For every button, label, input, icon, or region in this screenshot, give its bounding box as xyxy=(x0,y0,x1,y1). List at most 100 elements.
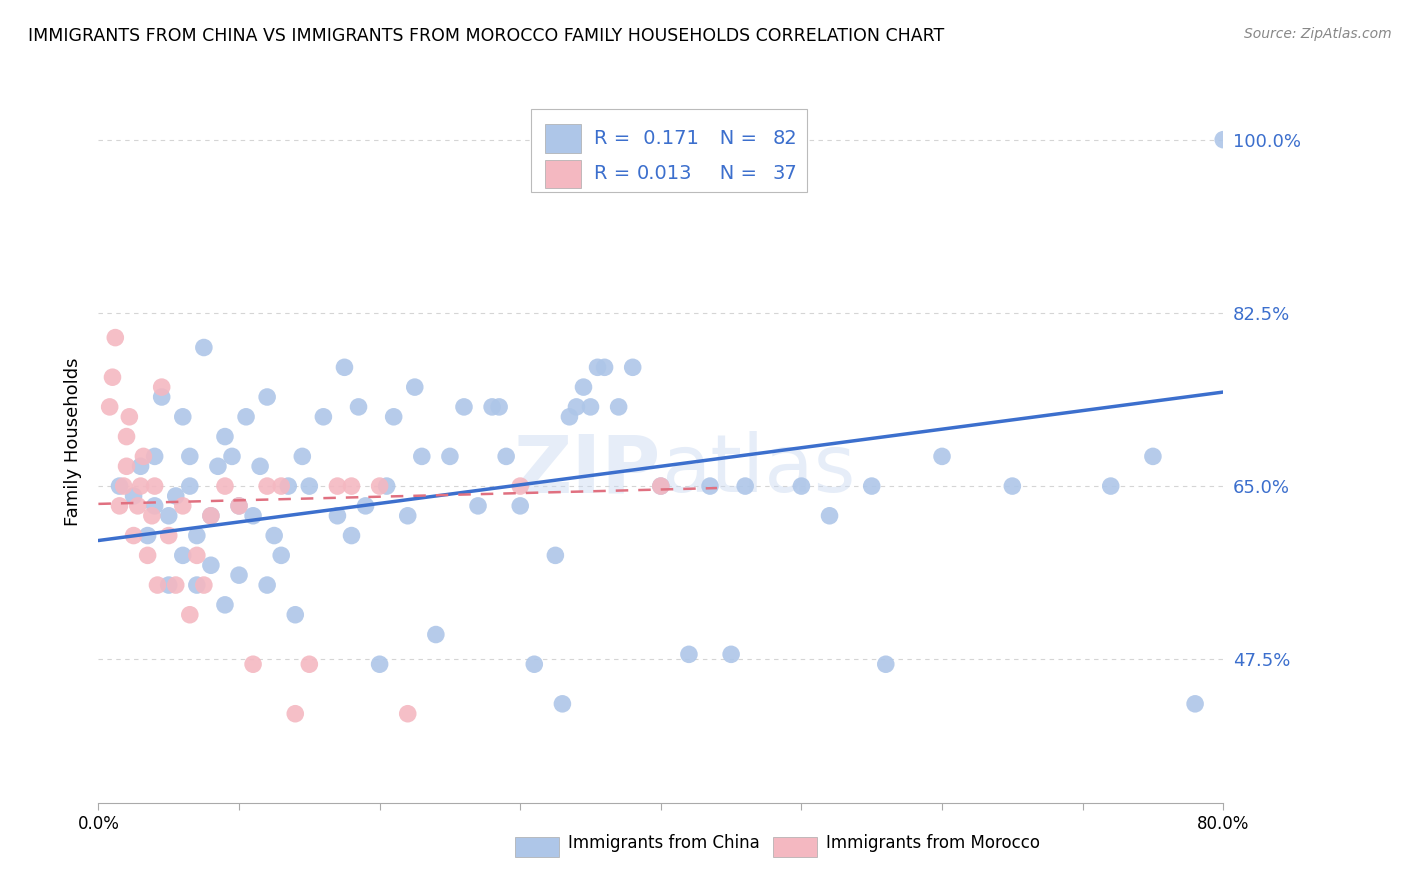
Point xyxy=(249,459,271,474)
Point xyxy=(333,360,356,375)
Point xyxy=(453,400,475,414)
Text: Source: ZipAtlas.com: Source: ZipAtlas.com xyxy=(1244,27,1392,41)
Point xyxy=(146,578,169,592)
Point xyxy=(425,627,447,641)
Point xyxy=(150,380,173,394)
Point xyxy=(404,380,426,394)
Point xyxy=(1212,133,1234,147)
Point xyxy=(242,508,264,523)
Point xyxy=(565,400,588,414)
Point xyxy=(650,479,672,493)
Point xyxy=(200,508,222,523)
Point xyxy=(172,549,194,563)
Text: R =: R = xyxy=(595,128,637,148)
Point xyxy=(228,568,250,582)
Point xyxy=(179,450,201,464)
Point xyxy=(509,499,531,513)
Point xyxy=(340,479,363,493)
Point xyxy=(650,479,672,493)
Point xyxy=(291,450,314,464)
Point xyxy=(157,578,180,592)
Point xyxy=(165,489,187,503)
Point xyxy=(242,657,264,672)
Text: ZIP: ZIP xyxy=(513,432,661,509)
Point xyxy=(157,528,180,542)
Point xyxy=(284,706,307,721)
Point xyxy=(104,330,127,344)
Bar xyxy=(773,837,817,857)
Y-axis label: Family Households: Family Households xyxy=(63,358,82,525)
Point xyxy=(122,528,145,542)
Point xyxy=(1001,479,1024,493)
Point xyxy=(193,341,215,355)
Point xyxy=(354,499,377,513)
Point xyxy=(495,450,517,464)
Text: Immigrants from China: Immigrants from China xyxy=(568,834,759,852)
Point xyxy=(143,499,166,513)
Point xyxy=(593,360,616,375)
Point xyxy=(298,657,321,672)
Text: 82: 82 xyxy=(772,128,797,148)
Point xyxy=(193,578,215,592)
Point xyxy=(129,479,152,493)
Point xyxy=(136,549,159,563)
Bar xyxy=(515,837,558,857)
Point xyxy=(157,508,180,523)
Point xyxy=(115,429,138,443)
Point xyxy=(127,499,149,513)
Point xyxy=(207,459,229,474)
Point xyxy=(115,459,138,474)
Point xyxy=(607,400,630,414)
Point xyxy=(129,459,152,474)
Point xyxy=(621,360,644,375)
Point xyxy=(179,479,201,493)
Point xyxy=(277,479,299,493)
Point xyxy=(256,390,278,404)
Point xyxy=(579,400,602,414)
Point xyxy=(375,479,398,493)
Point xyxy=(165,578,187,592)
Point xyxy=(347,400,370,414)
Point xyxy=(312,409,335,424)
Point xyxy=(298,479,321,493)
Text: 37: 37 xyxy=(772,164,797,184)
Point xyxy=(439,450,461,464)
Point xyxy=(488,400,510,414)
Text: 0.171: 0.171 xyxy=(637,128,699,148)
Point xyxy=(214,429,236,443)
Point xyxy=(141,508,163,523)
Point xyxy=(112,479,135,493)
Point xyxy=(235,409,257,424)
Point xyxy=(368,479,391,493)
Point xyxy=(678,648,700,662)
Point xyxy=(382,409,405,424)
Point xyxy=(572,380,595,394)
Bar xyxy=(546,124,581,153)
Point xyxy=(172,409,194,424)
Point xyxy=(270,479,292,493)
Text: IMMIGRANTS FROM CHINA VS IMMIGRANTS FROM MOROCCO FAMILY HOUSEHOLDS CORRELATION C: IMMIGRANTS FROM CHINA VS IMMIGRANTS FROM… xyxy=(28,27,945,45)
Text: N =: N = xyxy=(702,164,763,184)
Point xyxy=(875,657,897,672)
Point xyxy=(214,598,236,612)
Point xyxy=(256,479,278,493)
Point xyxy=(720,648,742,662)
Point xyxy=(221,450,243,464)
Point xyxy=(509,479,531,493)
Point xyxy=(326,508,349,523)
Point xyxy=(263,528,285,542)
Point xyxy=(467,499,489,513)
Point xyxy=(699,479,721,493)
Point xyxy=(150,390,173,404)
Point xyxy=(179,607,201,622)
Point xyxy=(132,450,155,464)
Point xyxy=(186,578,208,592)
Point xyxy=(143,479,166,493)
Point xyxy=(256,578,278,592)
Text: 0.013: 0.013 xyxy=(637,164,693,184)
Point xyxy=(108,479,131,493)
Point xyxy=(1142,450,1164,464)
Point xyxy=(368,657,391,672)
Point xyxy=(186,528,208,542)
Point xyxy=(186,549,208,563)
